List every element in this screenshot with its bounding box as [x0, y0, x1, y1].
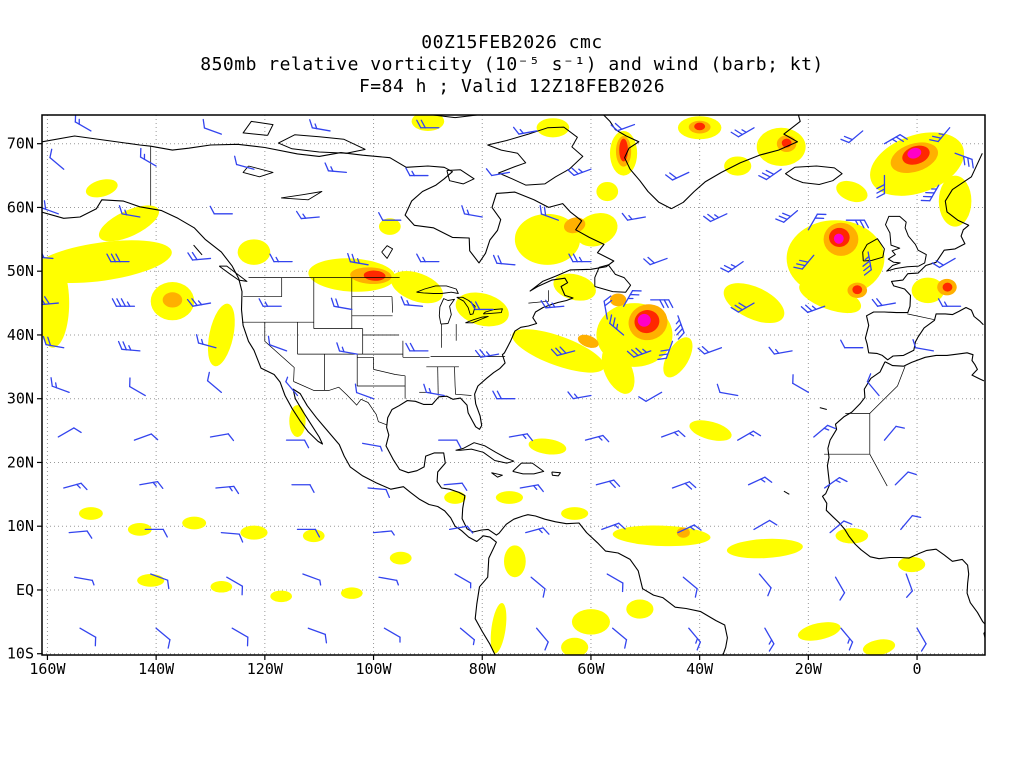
y-axis-tick-label: EQ [16, 581, 34, 599]
y-axis-tick-label: 20N [7, 453, 34, 471]
y-axis-tick-label: 40N [7, 326, 34, 344]
wind-barb-layer [42, 115, 974, 652]
y-axis-tick-label: 30N [7, 390, 34, 408]
x-axis-tick-label: 0 [913, 660, 922, 678]
x-axis-tick-label: 100W [355, 660, 392, 678]
x-axis-tick-label: 20W [795, 660, 823, 678]
chart-title-valid-time: F=84 h ; Valid 12Z18FEB2026 [358, 76, 666, 97]
y-axis-tick-label: 10S [7, 645, 34, 663]
x-axis-tick-label: 120W [247, 660, 284, 678]
lakes-layer [242, 165, 503, 325]
y-axis-tick-label: 60N [7, 198, 34, 216]
vorticity-shading-layer [42, 115, 972, 655]
x-axis-tick-label: 40W [686, 660, 714, 678]
y-axis-tick-label: 70N [7, 135, 34, 153]
political-borders-layer [150, 146, 935, 487]
map-frame [37, 114, 986, 660]
chart-title-field: 850mb relative vorticity (10⁻⁵ s⁻¹) and … [200, 54, 824, 75]
x-axis-tick-label: 80W [469, 660, 497, 678]
x-axis-tick-label: 140W [138, 660, 175, 678]
chart-title-init-time: 00Z15FEB2026 cmc [421, 32, 603, 53]
y-axis-tick-label: 10N [7, 517, 34, 535]
x-axis-tick-label: 160W [29, 660, 66, 678]
x-axis-tick-label: 60W [577, 660, 605, 678]
chart-title-block: 00Z15FEB2026 cmc 850mb relative vorticit… [0, 32, 1024, 98]
y-axis-tick-label: 50N [7, 262, 34, 280]
coastline-layer [42, 115, 985, 655]
